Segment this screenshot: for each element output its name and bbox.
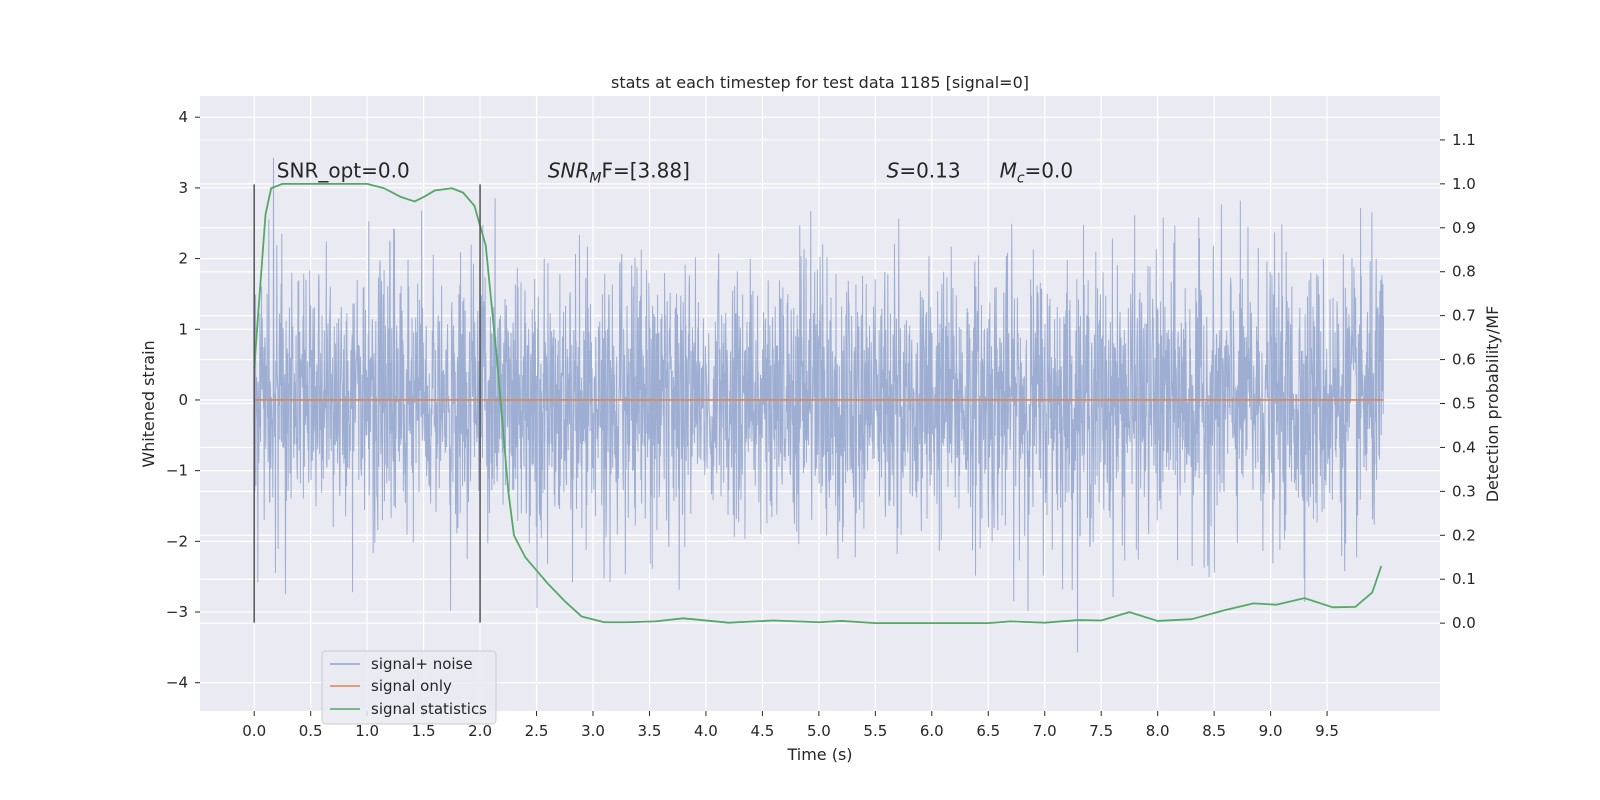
x-tick-label-13: 6.5 — [976, 722, 1000, 740]
x-tick-label-18: 9.0 — [1259, 722, 1283, 740]
x-axis-ticks: 0.0 0.5 1.0 1.5 2.0 2.5 3.0 3.5 4.0 4.5 5.0 5.5 6.0 6… — [242, 711, 1339, 740]
y-left-tick-label-7: −3 — [166, 603, 188, 621]
y-right-tick-label-4: 0.7 — [1452, 307, 1476, 325]
annotation-s-label: S — [887, 158, 900, 182]
x-tick-label-1: 0.5 — [299, 722, 323, 740]
annotation-s-value: =0.13 — [899, 158, 960, 182]
x-tick-label-7: 3.5 — [638, 722, 662, 740]
y-right-tick-label-3: 0.8 — [1452, 263, 1476, 281]
y-right-tick-label-1: 1.0 — [1452, 175, 1476, 193]
x-tick-label-4: 2.0 — [468, 722, 492, 740]
legend-box — [321, 650, 497, 725]
annotation-mc-label: M — [1000, 158, 1017, 182]
y-right-tick-label-8: 0.3 — [1452, 482, 1476, 500]
series-signal-noise — [253, 157, 1385, 653]
annotation-snr-mf-sub: M — [589, 170, 601, 186]
annotation-mc-sub: c — [1017, 170, 1025, 186]
y-left-tick-label-0: 4 — [178, 108, 188, 126]
x-tick-label-9: 4.5 — [750, 722, 774, 740]
y-right-tick-label-5: 0.6 — [1452, 351, 1476, 369]
annotation-snr-opt: SNR_opt=0.0 — [277, 158, 410, 182]
legend: signal+ noise signal only signal statist… — [321, 650, 497, 725]
y-right-tick-label-0: 1.1 — [1452, 131, 1476, 149]
x-tick-label-12: 6.0 — [920, 722, 944, 740]
x-tick-label-10: 5.0 — [807, 722, 831, 740]
y-right-tick-label-9: 0.2 — [1452, 526, 1476, 544]
y-right-tick-label-7: 0.4 — [1452, 438, 1476, 456]
y-right-tick-label-11: 0.0 — [1452, 614, 1476, 632]
noise-trace — [253, 157, 1385, 653]
x-tick-label-8: 4.0 — [694, 722, 718, 740]
x-tick-label-17: 8.5 — [1202, 722, 1226, 740]
y-right-tick-label-2: 0.9 — [1452, 219, 1476, 237]
y-right-tick-label-10: 0.1 — [1452, 570, 1476, 588]
x-tick-label-3: 1.5 — [412, 722, 436, 740]
x-tick-label-16: 8.0 — [1146, 722, 1170, 740]
y-left-tick-label-5: −1 — [166, 462, 188, 480]
x-tick-label-19: 9.5 — [1315, 722, 1339, 740]
x-tick-label-11: 5.5 — [863, 722, 887, 740]
legend-label-signal: signal only — [371, 677, 452, 695]
statistics-line — [253, 182, 1383, 625]
annotation-snr-mf-label: SNR — [548, 158, 590, 182]
y-left-tick-label-2: 2 — [178, 250, 188, 268]
y-left-tick-label-1: 3 — [178, 179, 188, 197]
legend-label-noise: signal+ noise — [371, 655, 473, 673]
y-left-tick-label-6: −2 — [166, 532, 188, 550]
y-axis-left-ticks: 4 3 2 1 0 −1 −2 −3 −4 — [166, 108, 200, 692]
y-axis-left-title: Whitened strain — [139, 340, 158, 467]
y-axis-right-ticks: 1.1 1.0 0.9 0.8 0.7 0.6 0.5 0.4 0.3 0.2 0.1 0.0 — [1440, 131, 1476, 632]
annotation-snr-mf: SNRMF=[3.88] — [548, 158, 690, 186]
x-tick-label-2: 1.0 — [355, 722, 379, 740]
annotation-s: S=0.13 — [887, 158, 961, 182]
annotation-mc-value: =0.0 — [1025, 158, 1074, 182]
x-axis-title: Time (s) — [786, 745, 852, 764]
vertical-markers — [253, 184, 481, 623]
x-tick-label-15: 7.5 — [1089, 722, 1113, 740]
x-tick-label-6: 3.0 — [581, 722, 605, 740]
x-tick-label-0: 0.0 — [242, 722, 266, 740]
legend-label-statistics: signal statistics — [371, 700, 487, 718]
x-tick-label-14: 7.0 — [1033, 722, 1057, 740]
y-left-tick-label-4: 0 — [178, 391, 188, 409]
y-right-tick-label-6: 0.5 — [1452, 395, 1476, 413]
stat-annotations: SNR_opt=0.0 SNRMF=[3.88] S=0.13 Mc=0.0 — [277, 158, 1073, 186]
y-axis-right-title: Detection probability/MF — [1483, 306, 1502, 503]
y-left-tick-label-8: −4 — [166, 674, 188, 692]
annotation-snr-mf-value: F=[3.88] — [601, 158, 689, 182]
y-left-tick-label-3: 1 — [178, 320, 188, 338]
chart-title: stats at each timestep for test data 118… — [611, 73, 1029, 92]
annotation-mc: Mc=0.0 — [1000, 158, 1074, 186]
series-signal-statistics — [253, 182, 1383, 625]
x-tick-label-5: 2.5 — [525, 722, 549, 740]
